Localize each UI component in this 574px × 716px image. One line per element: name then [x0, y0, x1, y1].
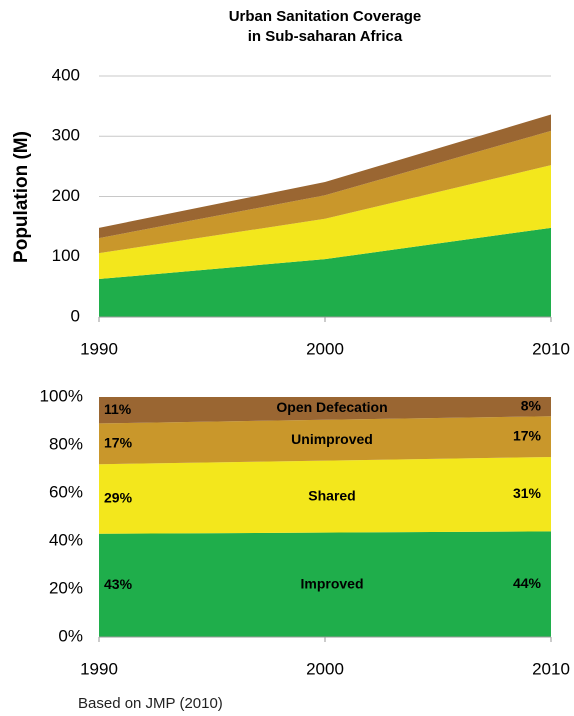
data-label: 11% [104, 401, 132, 417]
series-label: Open Defecation [276, 399, 387, 415]
y-tick-label: 0% [58, 626, 83, 645]
area [99, 457, 551, 534]
area [99, 227, 551, 317]
y-tick-label: 0 [71, 306, 80, 325]
x-tick-label: 2000 [306, 659, 344, 678]
data-label: 8% [521, 397, 542, 413]
y-tick-label: 300 [52, 126, 80, 145]
area [99, 416, 551, 465]
y-tick-label: 40% [49, 530, 83, 549]
chart-title: in Sub-saharan Africa [248, 28, 403, 45]
y-axis-label: Population (M) [11, 131, 32, 263]
y-tick-label: 100 [52, 246, 80, 265]
chart-title: Urban Sanitation Coverage [229, 8, 422, 25]
y-tick-label: 80% [49, 434, 83, 453]
data-label: 43% [104, 576, 133, 592]
y-tick-label: 60% [49, 482, 83, 501]
area [99, 114, 551, 239]
x-tick-label: 1990 [80, 659, 118, 678]
data-label: 44% [513, 575, 542, 591]
data-label: 29% [104, 490, 133, 506]
y-tick-label: 200 [52, 186, 80, 205]
series-label: Improved [300, 576, 363, 592]
data-label: 31% [513, 485, 542, 501]
area [99, 130, 551, 254]
x-tick-label: 2010 [532, 659, 570, 678]
x-tick-label: 2000 [306, 339, 344, 358]
x-tick-label: 2010 [532, 339, 570, 358]
x-tick-label: 1990 [80, 339, 118, 358]
series-label: Unimproved [291, 431, 373, 447]
series-label: Shared [308, 487, 355, 503]
source-note: Based on JMP (2010) [78, 695, 223, 712]
area [99, 165, 551, 280]
area [99, 397, 551, 424]
y-tick-label: 100% [40, 386, 83, 405]
data-label: 17% [513, 427, 542, 443]
area [99, 531, 551, 637]
data-label: 17% [104, 435, 133, 451]
y-tick-label: 400 [52, 65, 80, 84]
y-tick-label: 20% [49, 578, 83, 597]
